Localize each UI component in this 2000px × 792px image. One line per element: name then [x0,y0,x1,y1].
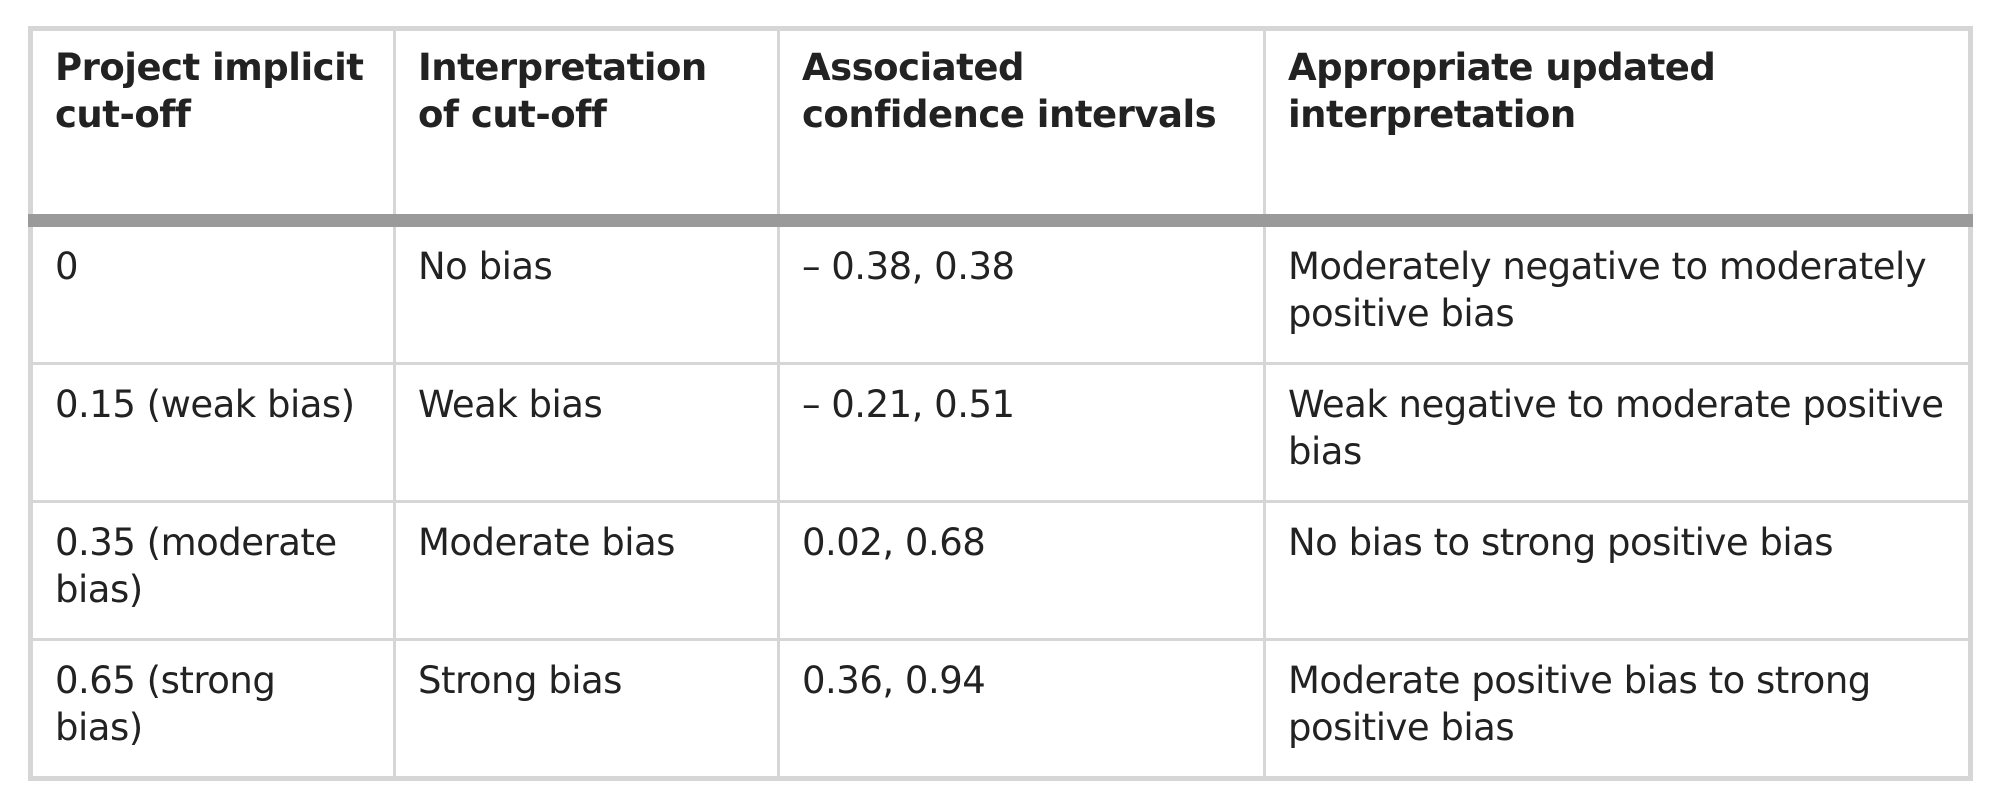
table: Project implicit cut-off Interpretation o… [28,26,1973,781]
table-row: 0.65 (strong bias) Strong bias 0.36, 0.94 M… [29,638,1972,780]
table-cell: No bias [393,219,780,365]
table-cell: Weak negative to moderate positive bias [1263,362,1972,503]
table-cell: – 0.38, 0.38 [777,219,1266,365]
header-cell: Project implicit cut-off [29,27,396,227]
table-cell: Moderate bias [393,500,780,641]
table-cell: 0.65 (strong bias) [29,638,396,780]
table-cell: Weak bias [393,362,780,503]
table-cell: 0.15 (weak bias) [29,362,396,503]
table-cell: No bias to strong positive bias [1263,500,1972,641]
header-row: Project implicit cut-off Interpretation o… [29,27,1972,227]
table-container: Project implicit cut-off Interpretation o… [28,26,1973,781]
header-cell: Associated confidence intervals [777,27,1266,227]
table-row: 0.35 (moderate bias) Moderate bias 0.02, 0… [29,500,1972,641]
header-cell: Interpretation of cut-off [393,27,780,227]
table-cell: Moderately negative to moderately positi… [1263,219,1972,365]
table-cell: – 0.21, 0.51 [777,362,1266,503]
table-cell: 0.02, 0.68 [777,500,1266,641]
table-body: 0 No bias – 0.38, 0.38 Moderately negative … [29,219,1972,780]
table-cell: 0.36, 0.94 [777,638,1266,780]
table-cell: 0 [29,219,396,365]
table-row: 0 No bias – 0.38, 0.38 Moderately negative … [29,219,1972,365]
table-cell: Strong bias [393,638,780,780]
table-cell: Moderate positive bias to strong positiv… [1263,638,1972,780]
table-cell: 0.35 (moderate bias) [29,500,396,641]
header-cell: Appropriate updated interpretation [1263,27,1972,227]
table-row: 0.15 (weak bias) Weak bias – 0.21, 0.51 Wea… [29,362,1972,503]
